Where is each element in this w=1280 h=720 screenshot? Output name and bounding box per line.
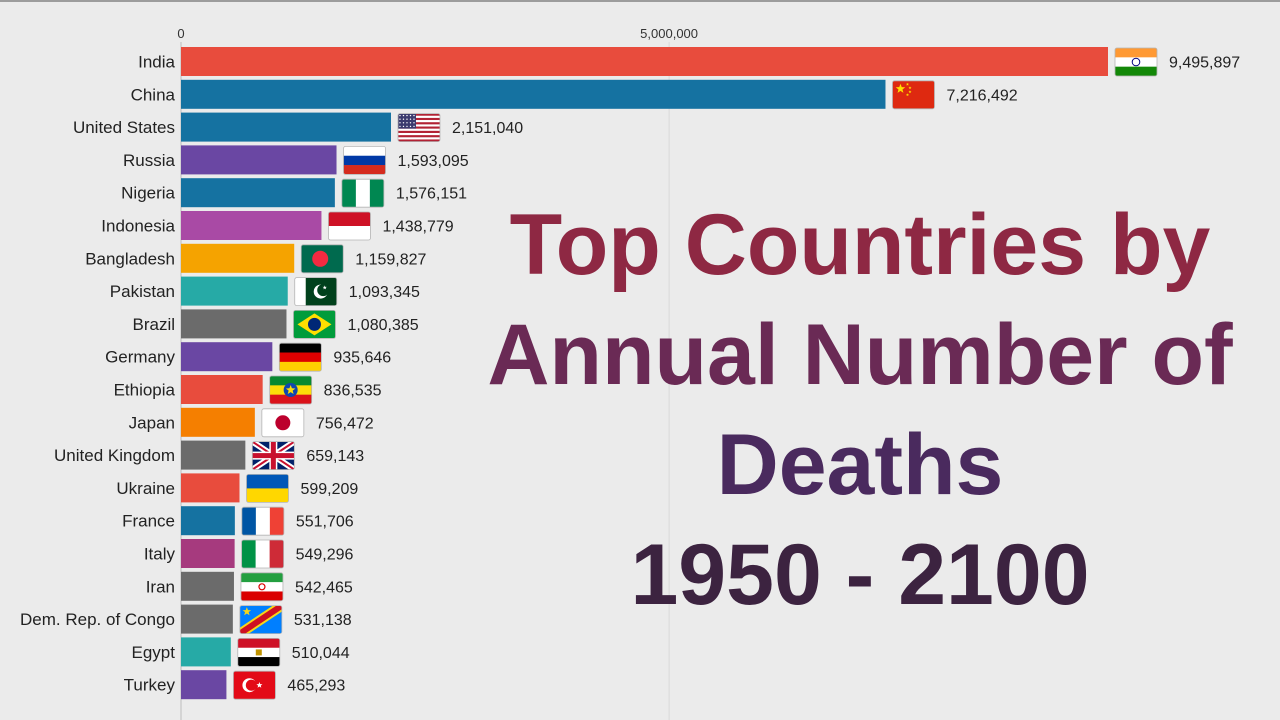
value-label: 549,296 (296, 547, 354, 564)
category-label: Italy (144, 545, 176, 564)
category-label: Dem. Rep. of Congo (20, 610, 175, 629)
united-kingdom-flag (251, 441, 295, 471)
value-label: 551,706 (296, 514, 354, 531)
title-line-2: Annual Number of (487, 307, 1233, 403)
italy-flag (241, 539, 285, 569)
bar-egypt (181, 637, 231, 667)
value-label: 2,151,040 (452, 120, 523, 137)
value-label: 935,646 (333, 350, 391, 367)
bar-turkey (181, 670, 227, 700)
bar-italy (181, 539, 235, 568)
category-label: Iran (146, 577, 175, 596)
category-label: France (122, 512, 175, 531)
bar-nigeria (181, 178, 335, 208)
india-flag (1114, 47, 1158, 77)
title-line-4: 1950 - 2100 (630, 527, 1090, 623)
title-line-3: Deaths (716, 417, 1004, 513)
turkey-flag (233, 670, 276, 700)
category-label: Turkey (124, 676, 176, 695)
iran-flag (240, 572, 284, 602)
nigeria-flag (341, 178, 385, 208)
value-label: 756,472 (316, 415, 374, 432)
category-label: United States (73, 118, 175, 137)
value-label: 542,465 (295, 579, 353, 596)
bar-bangladesh (181, 243, 295, 273)
category-label: Pakistan (110, 282, 175, 301)
japan-flag (261, 408, 305, 438)
category-label: India (138, 53, 175, 72)
chart-title: Top Countries by Annual Number of Deaths… (455, 190, 1265, 630)
bar-united-kingdom (181, 440, 246, 470)
bar-dem-rep-of-congo (181, 604, 233, 634)
category-label: Germany (105, 348, 175, 367)
bar-iran (181, 571, 234, 601)
dem-rep-congo-flag (239, 605, 283, 634)
value-label: 599,209 (300, 481, 358, 498)
value-label: 1,593,095 (398, 153, 469, 170)
value-label: 836,535 (324, 383, 382, 400)
x-tick-label: 0 (177, 26, 184, 41)
united-states-flag (397, 113, 441, 142)
category-label: Japan (129, 413, 175, 432)
bar-brazil (181, 309, 287, 339)
ukraine-flag (246, 473, 289, 503)
category-label: United Kingdom (54, 446, 175, 465)
value-label: 510,044 (292, 645, 350, 662)
category-label: Russia (123, 151, 176, 170)
category-label: Bangladesh (85, 249, 175, 268)
bar-germany (181, 342, 273, 372)
value-label: 659,143 (306, 448, 364, 465)
bar-india (181, 47, 1108, 76)
value-label: 1,093,345 (349, 284, 420, 301)
value-label: 1,159,827 (355, 251, 426, 268)
category-label: Indonesia (101, 217, 175, 236)
frame-top-line (0, 0, 1280, 2)
value-label: 7,216,492 (946, 87, 1017, 104)
category-label: Egypt (132, 643, 176, 662)
category-label: China (131, 85, 176, 104)
bar-japan (181, 407, 255, 437)
bar-china (181, 79, 886, 109)
x-tick-label: 5,000,000 (640, 26, 698, 41)
value-label: 531,138 (294, 612, 352, 629)
ethiopia-flag (269, 375, 313, 405)
bangladesh-flag (300, 244, 344, 274)
france-flag (241, 506, 285, 536)
bar-russia (181, 145, 337, 175)
category-label: Ukraine (116, 479, 175, 498)
bar-indonesia (181, 211, 322, 240)
value-label: 1,576,151 (396, 186, 467, 203)
brazil-flag (293, 309, 336, 339)
value-label: 465,293 (287, 678, 345, 695)
bar-ukraine (181, 473, 240, 503)
germany-flag (278, 342, 322, 372)
china-flag (892, 80, 935, 110)
value-label: 1,438,779 (382, 219, 453, 236)
value-label: 9,495,897 (1169, 55, 1240, 72)
category-label: Brazil (132, 315, 175, 334)
category-label: Nigeria (121, 184, 175, 203)
bar-united-states (181, 112, 391, 142)
egypt-flag (237, 638, 281, 667)
title-line-1: Top Countries by (509, 197, 1211, 293)
bar-ethiopia (181, 375, 263, 404)
bar-pakistan (181, 276, 288, 306)
value-label: 1,080,385 (347, 317, 418, 334)
indonesia-flag (328, 211, 371, 241)
bar-france (181, 506, 235, 536)
pakistan-flag (294, 277, 338, 307)
category-label: Ethiopia (114, 381, 176, 400)
russia-flag (343, 145, 386, 175)
bars (181, 47, 1108, 700)
